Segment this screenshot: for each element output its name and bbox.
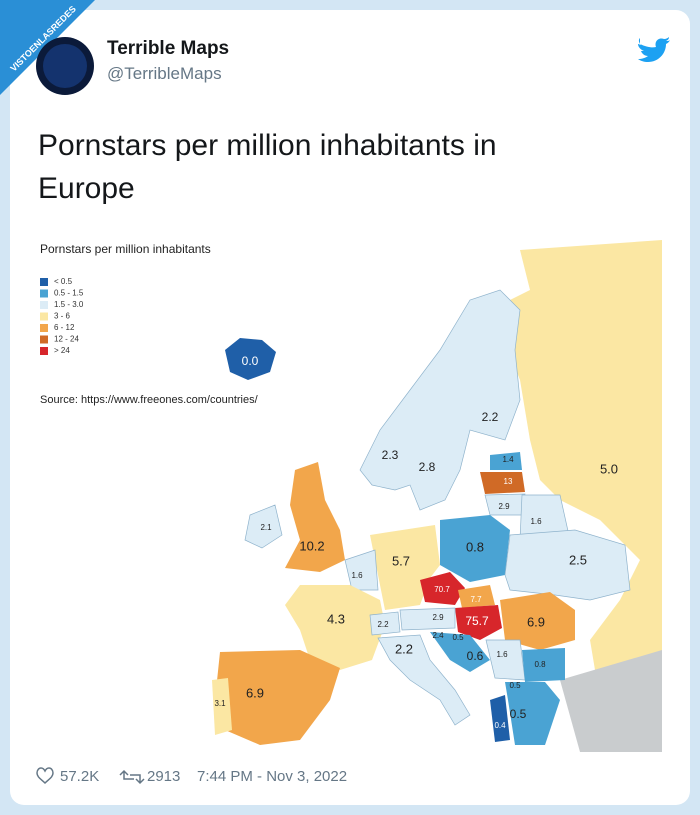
region-value: 1.6	[496, 650, 508, 659]
legend-label: 0.5 - 1.5	[54, 289, 84, 298]
region-value: 2.3	[382, 448, 399, 462]
tweet-text: Pornstars per million inhabitants in	[38, 129, 497, 162]
legend-swatch	[40, 347, 48, 355]
retweet-count[interactable]: 2913	[147, 768, 180, 785]
timestamp[interactable]: 7:44 PM - Nov 3, 2022	[197, 768, 347, 785]
legend-swatch	[40, 335, 48, 344]
region-value: 2.2	[482, 410, 499, 424]
region-value: 70.7	[434, 585, 450, 594]
legend-label: 3 - 6	[54, 312, 71, 321]
region-value: 2.9	[432, 613, 444, 622]
region-value: 2.5	[569, 552, 587, 567]
user-handle[interactable]: @TerribleMaps	[107, 64, 222, 83]
region-value: 0.0	[242, 354, 259, 368]
map-labels: 0.0 2.2 2.3 2.8 1.4 13 5.0 2.9 1.6 2.1 10.2 0.8 5.7 2…	[214, 354, 618, 730]
legend-swatch	[40, 301, 48, 309]
legend-label: 1.5 - 3.0	[54, 300, 84, 309]
user-name[interactable]: Terrible Maps	[107, 38, 229, 59]
twitter-logo[interactable]	[638, 37, 670, 62]
region-value: 2.8	[419, 460, 436, 474]
region-value: 6.9	[246, 685, 264, 700]
region-value: 0.4	[494, 721, 506, 730]
region-value: 1.6	[351, 571, 363, 580]
legend-label: > 24	[54, 346, 70, 355]
region-value: 13	[504, 477, 513, 486]
region-value: 1.4	[502, 455, 514, 464]
region-value: 0.8	[534, 660, 546, 669]
map-image	[38, 240, 662, 753]
region-value: 10.2	[299, 538, 324, 553]
legend-swatch	[40, 324, 48, 332]
region-value: 0.5	[510, 707, 527, 721]
region-value: 1.6	[530, 517, 542, 526]
region-value: 6.9	[527, 614, 545, 629]
legend-swatch	[40, 312, 48, 321]
region-value: 0.5	[509, 681, 521, 690]
legend-label: 6 - 12	[54, 323, 75, 332]
legend-label: < 0.5	[54, 277, 73, 286]
region-value: 0.8	[466, 539, 484, 554]
region-value: 2.1	[260, 523, 272, 532]
region-value: 2.4	[432, 631, 444, 640]
legend-label: 12 - 24	[54, 335, 79, 344]
map-source: Source: https://www.freeones.com/countri…	[40, 394, 259, 406]
like-count[interactable]: 57.2K	[60, 768, 99, 785]
region-value: 7.7	[470, 595, 482, 604]
region-value: 2.2	[377, 620, 389, 629]
map-legend: < 0.5 0.5 - 1.5 1.5 - 3.0 3 - 6 6 - 12 12 - 2…	[40, 277, 84, 355]
tweet-text: Europe	[38, 172, 135, 205]
like-icon[interactable]	[36, 767, 54, 785]
region-value: 5.0	[600, 461, 618, 476]
region-value: 0.6	[467, 649, 484, 663]
retweet-icon[interactable]	[119, 769, 145, 785]
avatar-globe	[43, 44, 87, 88]
region-value: 5.7	[392, 553, 410, 568]
map-title: Pornstars per million inhabitants	[40, 242, 211, 256]
legend-swatch	[40, 289, 48, 298]
region-value: 75.7	[465, 614, 489, 628]
legend-swatch	[40, 278, 48, 286]
region-value: 2.2	[395, 641, 413, 656]
region-value: 3.1	[214, 699, 226, 708]
region-value: 0.5	[452, 633, 464, 642]
region-value: 4.3	[327, 611, 345, 626]
region-value: 2.9	[498, 502, 510, 511]
